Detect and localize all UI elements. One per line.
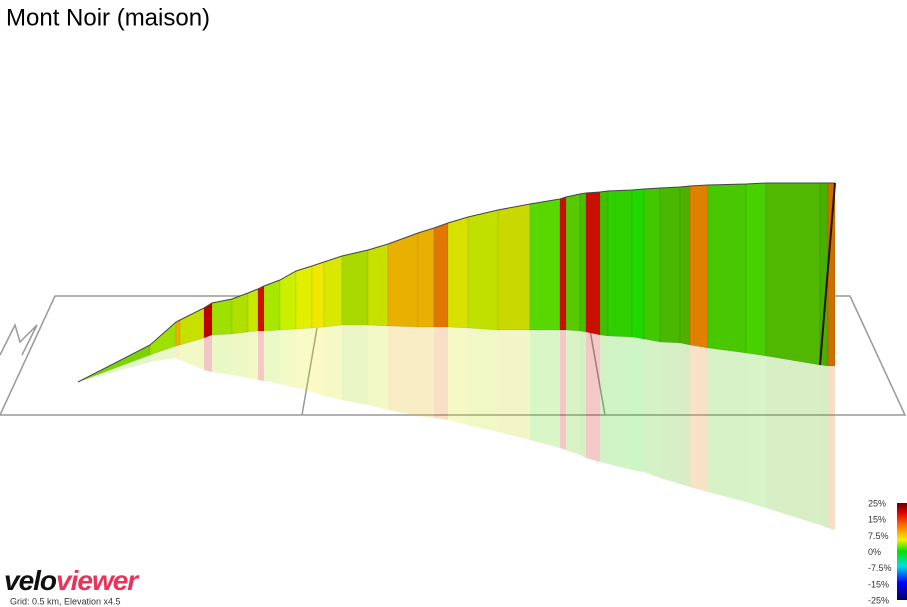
reflection-segment — [212, 334, 232, 375]
title: Mont Noir (maison) — [6, 4, 210, 31]
reflection-segment — [232, 332, 248, 378]
reflection-segment — [580, 331, 586, 458]
ribbon-segment — [745, 182, 767, 357]
legend-label: -15% — [868, 579, 889, 589]
logo-part: viewer — [56, 565, 140, 596]
ribbon-segment — [417, 227, 435, 328]
reflection-segment — [176, 345, 180, 360]
logo-part: velo — [4, 565, 57, 596]
legend-label: 7.5% — [868, 531, 889, 541]
reflection-segment — [204, 335, 212, 372]
reflection-segment — [632, 337, 644, 472]
reflection-segment — [690, 345, 708, 492]
reflection — [78, 325, 835, 530]
reflection-segment — [448, 327, 468, 425]
ribbon-segment — [295, 265, 313, 330]
ribbon-segment — [827, 182, 836, 367]
ribbon-segment — [579, 192, 587, 333]
reflection-segment — [608, 336, 632, 470]
reflection-segment — [600, 335, 608, 464]
legend-label: 25% — [868, 498, 886, 508]
reflection-segment — [708, 348, 746, 502]
ribbon-segment — [263, 279, 281, 332]
legend-label: 0% — [868, 547, 881, 557]
ribbon-segment — [203, 302, 213, 339]
ribbon-segment — [279, 270, 297, 331]
reflection-segment — [368, 325, 388, 410]
ribbon-segment — [367, 243, 389, 327]
ribbon-end — [819, 182, 836, 366]
reflection-segment — [468, 328, 498, 432]
ribbon-segment — [211, 298, 233, 336]
ribbon-segment — [707, 183, 747, 354]
ribbon-segment — [467, 209, 499, 331]
ribbon-segment — [631, 188, 645, 340]
ribbon-segment — [175, 319, 181, 347]
ribbon-segment — [247, 288, 259, 333]
reflection-segment — [530, 330, 560, 448]
reflection-segment — [296, 328, 312, 392]
ribbon-segment — [257, 285, 265, 332]
ribbon-segment — [565, 193, 581, 332]
reflection-segment — [660, 342, 680, 484]
footnote: Grid: 0.5 km, Elevation x4.5 — [10, 596, 121, 606]
ribbon-edge — [77, 182, 835, 383]
reflection-segment — [312, 327, 324, 396]
legend-label: -7.5% — [868, 563, 892, 573]
ribbon-segment — [607, 189, 633, 338]
reflection-segment — [746, 353, 766, 508]
ribbon-segment — [311, 261, 325, 329]
grid-line — [301, 327, 318, 416]
ribbon-segment — [231, 292, 249, 335]
ribbon-segment — [497, 203, 531, 331]
reflection-segment — [388, 326, 418, 416]
logo: veloviewer — [4, 565, 140, 596]
ribbon-segment — [599, 190, 609, 337]
ribbon-segment — [323, 255, 343, 328]
profile-ribbon — [77, 182, 836, 383]
grid-edge — [0, 322, 38, 356]
reflection-segment — [280, 329, 296, 388]
ribbon-segment — [659, 186, 681, 344]
reflection-segment — [324, 325, 342, 400]
ribbon-segment — [689, 184, 709, 349]
ribbon-segment — [433, 222, 449, 328]
ribbon-segment — [447, 216, 469, 329]
reflection-segment — [434, 327, 448, 420]
reflection-segment — [560, 330, 566, 450]
ribbon-segment — [643, 187, 661, 343]
ribbon-segment — [529, 198, 561, 331]
reflection-segment — [150, 346, 176, 362]
reflection-segment — [180, 338, 204, 370]
reflection-segment — [820, 365, 828, 528]
legend-bar — [897, 503, 907, 600]
ribbon-segment — [585, 191, 601, 336]
reflection-segment — [342, 325, 368, 405]
reflection-segment — [248, 331, 258, 380]
reflection-segment — [566, 330, 580, 455]
reflection-segment — [258, 331, 264, 381]
legend: 25% 15% 7.5% 0% -7.5% -15% -25% — [868, 498, 892, 605]
reflection-segment — [498, 330, 530, 440]
reflection-segment — [644, 339, 660, 478]
legend-label: 15% — [868, 515, 886, 525]
reflection-segment — [586, 332, 600, 462]
legend-label: -25% — [868, 596, 889, 606]
ribbon-segment — [341, 249, 369, 326]
ribbon-segment — [765, 182, 821, 366]
reflection-segment — [680, 343, 690, 487]
ribbon-segment — [679, 185, 691, 346]
grid-line — [589, 329, 606, 416]
reflection-segment — [418, 327, 434, 418]
reflection-segment — [828, 366, 835, 530]
reflection-segment — [766, 356, 820, 525]
reflection-segment — [264, 330, 280, 384]
ribbon-segment — [559, 196, 567, 331]
ribbon-segment — [387, 232, 419, 328]
